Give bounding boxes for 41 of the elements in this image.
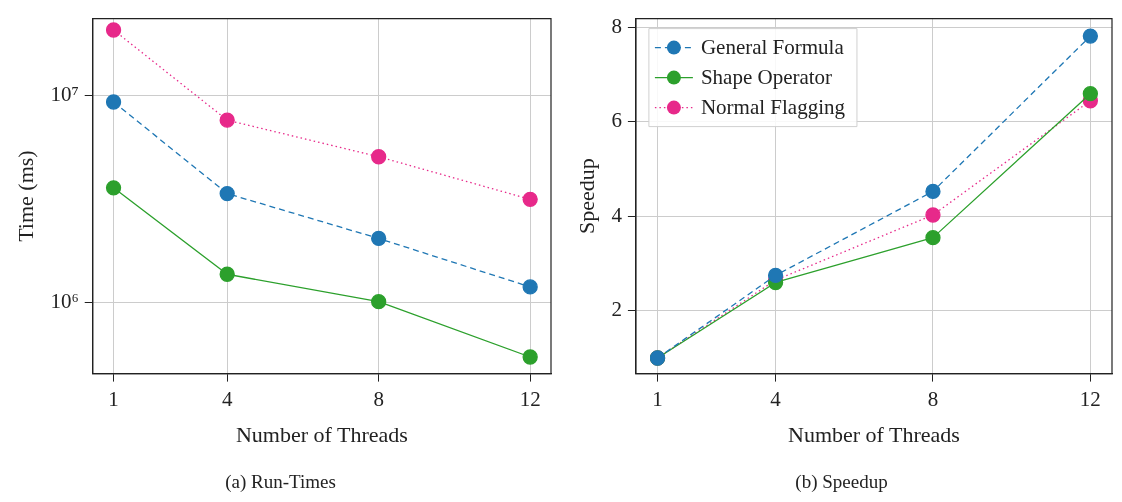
x-tick-label: 1 [108,386,119,411]
y-tick-label: 10⁷ [50,81,79,106]
legend-label: Normal Flagging [700,95,846,120]
point [522,349,538,365]
y-tick-label: 6 [611,108,622,133]
x-tick-label: 1 [652,386,663,411]
y-tick-label: 2 [611,297,622,322]
text: (b) Speedup [795,470,888,493]
point [105,22,122,38]
point [371,294,387,310]
y-axis-title: Time (ms) [12,150,38,242]
x-tick-label: 4 [221,386,233,411]
y-tick-label: 10⁶ [50,289,79,314]
x-tick-label: 8 [927,386,939,411]
text: (a) Run-Times [225,470,336,493]
point [925,183,941,200]
point [925,207,941,223]
point [522,191,538,208]
x-tick-label: 4 [770,386,782,411]
x-tick-label: 12 [519,386,541,411]
y-tick-label: 4 [611,202,623,227]
y-tick-label: 8 [611,14,622,39]
y-axis-title: Speedup [573,158,599,234]
point [1082,86,1099,102]
x-axis-title: Number of Threads [788,421,960,447]
point [371,149,387,165]
point [105,180,122,196]
x-tick-label: 12 [1079,386,1101,411]
point [371,230,387,247]
point [925,229,941,246]
point [105,94,122,110]
legend-label: General Formula [700,35,845,60]
point [219,266,235,282]
point [522,279,538,295]
point [219,185,235,202]
x-tick-label: 8 [373,386,384,411]
point [219,112,235,128]
legend-label: Shape Operator [700,65,833,90]
point [1082,28,1099,44]
point [767,267,784,284]
x-axis-title: Number of Threads [235,421,408,447]
